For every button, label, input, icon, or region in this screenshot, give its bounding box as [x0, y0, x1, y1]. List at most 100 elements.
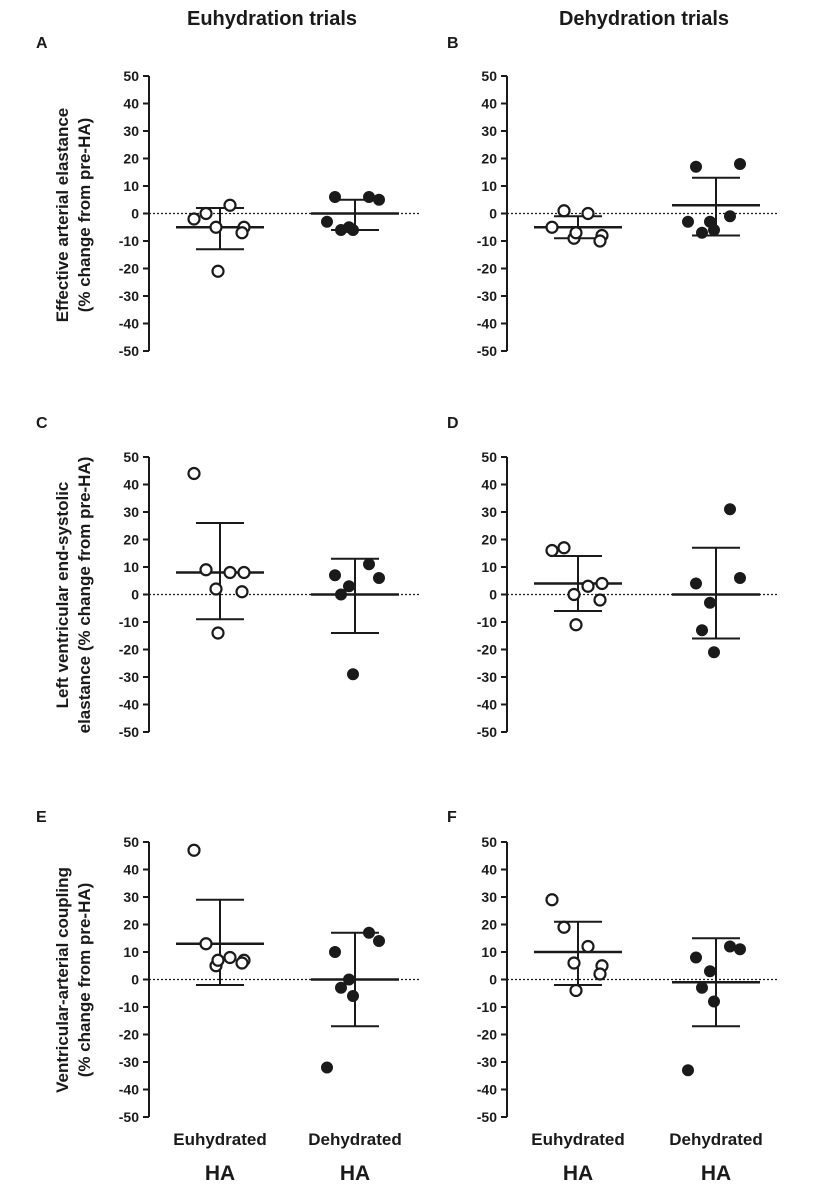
y-tick-label: -20	[119, 642, 139, 658]
y-tick-label: 40	[481, 862, 497, 878]
data-point-dehydrated	[373, 572, 385, 584]
data-point-euhydrated	[187, 843, 201, 857]
y-tick-label: 10	[123, 178, 139, 194]
data-point-euhydrated	[593, 593, 607, 607]
data-point-euhydrated	[199, 563, 213, 577]
x-category-euhydrated-left: Euhydrated	[173, 1130, 267, 1149]
y-tick-label: 50	[123, 449, 139, 465]
data-point-euhydrated	[199, 937, 213, 951]
column-header-left: Euhydration trials	[187, 8, 357, 30]
y-tick-label: 50	[481, 68, 497, 84]
data-point-euhydrated	[223, 565, 237, 580]
panel-F: F 50 40 30 20 10 0 -10 -20 -30 -40 -50	[447, 809, 777, 1125]
y-tick-label: -10	[119, 233, 139, 249]
y-tick-label: 0	[131, 587, 139, 603]
panel-letter-E: E	[36, 809, 47, 826]
data-point-dehydrated	[347, 224, 359, 236]
x-category-dehydrated-right: Dehydrated	[669, 1130, 763, 1149]
y-tick-label: 40	[123, 477, 139, 493]
y-tick-label: -40	[119, 697, 139, 713]
y-tick-label: -40	[477, 316, 497, 332]
data-point-dehydrated	[343, 580, 355, 593]
panel-letter-C: C	[36, 415, 48, 432]
data-point-dehydrated	[696, 624, 708, 637]
data-point-euhydrated	[545, 893, 559, 907]
x-sublabel-ha-1: HA	[205, 1162, 235, 1185]
data-point-dehydrated	[329, 946, 341, 958]
y-tick-label: -10	[477, 999, 497, 1015]
data-point-euhydrated	[199, 206, 213, 221]
y-tick-label: -30	[477, 669, 497, 685]
y-tick-label: -50	[119, 343, 139, 359]
y-tick-label: -10	[119, 999, 139, 1015]
data-point-euhydrated	[581, 939, 595, 954]
y-tick-label: 20	[481, 532, 497, 548]
data-point-dehydrated	[335, 224, 347, 236]
y-tick-label: 30	[481, 889, 497, 905]
data-point-euhydrated	[593, 967, 607, 981]
data-point-dehydrated	[373, 193, 385, 206]
data-point-dehydrated	[690, 951, 702, 964]
y-tick-label: 40	[481, 96, 497, 112]
y-tick-label: -20	[119, 261, 139, 277]
data-point-dehydrated	[682, 215, 694, 228]
data-point-euhydrated	[593, 234, 607, 248]
data-point-euhydrated	[211, 264, 225, 278]
data-point-dehydrated	[363, 558, 375, 571]
y-axis-label-row1-line1: Effective arterial elastance	[53, 108, 72, 323]
data-point-dehydrated	[321, 215, 333, 228]
y-tick-label: 10	[481, 559, 497, 575]
y-tick-label: 0	[131, 972, 139, 988]
data-point-dehydrated	[708, 646, 720, 659]
y-tick-label: -50	[477, 724, 497, 740]
y-tick-label: 20	[481, 151, 497, 167]
y-tick-label: -20	[477, 642, 497, 658]
y-tick-label: -30	[119, 288, 139, 304]
y-tick-label: 10	[481, 178, 497, 194]
data-point-euhydrated	[567, 587, 581, 602]
y-axis-label-row2-line1: Left ventricular end-systolic	[53, 482, 72, 709]
x-category-dehydrated-left: Dehydrated	[308, 1130, 402, 1149]
y-tick-label: 30	[123, 123, 139, 139]
y-tick-label: -20	[119, 1027, 139, 1043]
data-point-dehydrated	[708, 995, 720, 1008]
panel-A: A 50 40 30 20 10 0 -10 -20 -30 -40 -50	[36, 35, 419, 359]
y-tick-label: -40	[119, 316, 139, 332]
data-point-euhydrated	[223, 198, 237, 212]
data-point-euhydrated	[235, 585, 249, 599]
panel-E: E 50 40 30 20 10 0 -10 -20 -30 -40 -50	[36, 809, 419, 1125]
data-point-dehydrated	[724, 940, 736, 953]
y-axis-label-row2-line2: elastance (% change from pre-HA)	[75, 457, 94, 734]
data-point-euhydrated	[581, 206, 595, 221]
y-tick-label: -40	[119, 1082, 139, 1098]
panel-letter-B: B	[447, 35, 459, 52]
y-tick-label: 0	[489, 206, 497, 222]
data-point-euhydrated	[557, 920, 571, 934]
data-point-euhydrated	[211, 626, 225, 640]
data-point-dehydrated	[347, 668, 359, 681]
data-point-dehydrated	[363, 926, 375, 939]
data-point-dehydrated	[373, 935, 385, 947]
data-point-euhydrated	[545, 220, 559, 234]
y-tick-label: -40	[477, 1082, 497, 1098]
y-tick-label: 10	[123, 944, 139, 960]
y-tick-label: 40	[481, 477, 497, 493]
y-tick-label: -50	[477, 343, 497, 359]
data-point-euhydrated	[209, 220, 223, 234]
y-tick-label: 20	[123, 917, 139, 933]
y-tick-label: 30	[123, 504, 139, 520]
y-tick-label: 0	[489, 972, 497, 988]
data-point-dehydrated	[690, 160, 702, 173]
y-tick-label: 50	[123, 834, 139, 850]
y-tick-label: 20	[123, 532, 139, 548]
y-tick-label: -30	[119, 669, 139, 685]
data-point-dehydrated	[724, 503, 736, 516]
y-tick-label: -20	[477, 1027, 497, 1043]
y-tick-label: -40	[477, 697, 497, 713]
data-point-euhydrated	[223, 950, 237, 965]
panel-D: D 50 40 30 20 10 0 -10 -20 -30 -40 -50	[447, 415, 777, 740]
y-tick-label: -50	[119, 1109, 139, 1125]
data-point-euhydrated	[187, 212, 201, 226]
y-tick-label: -20	[477, 261, 497, 277]
